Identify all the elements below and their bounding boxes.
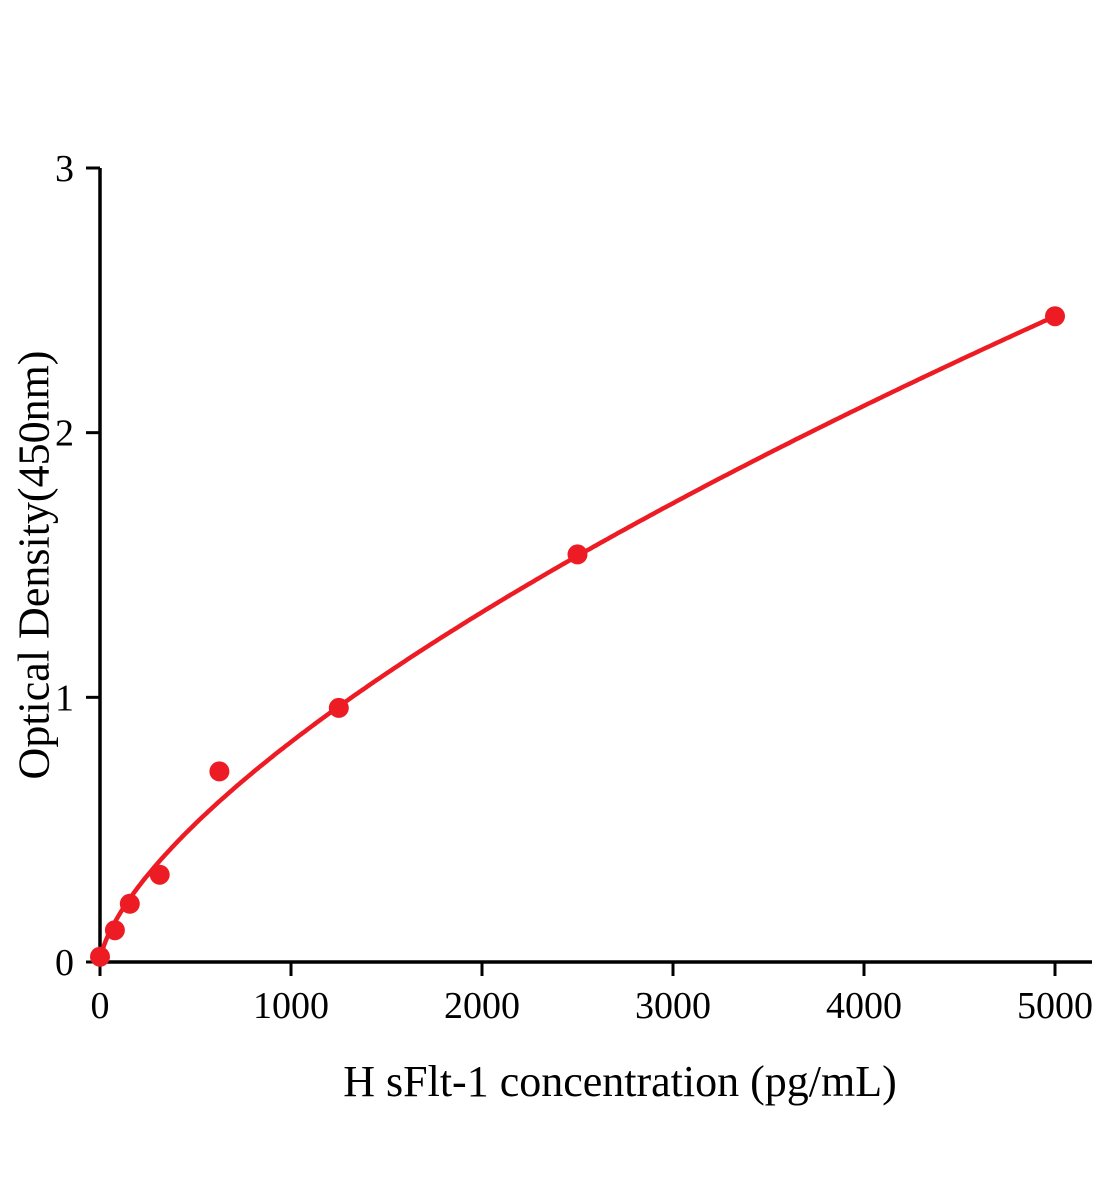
y-tick-label: 1 (55, 677, 74, 719)
data-point (149, 864, 170, 885)
data-point (209, 761, 230, 782)
fit-curve (97, 314, 1058, 965)
data-point (104, 920, 125, 941)
data-point (1045, 306, 1065, 327)
y-axis-title: Optical Density(450nm) (9, 350, 59, 780)
x-tick-label: 3000 (635, 985, 711, 1027)
data-point (328, 697, 349, 718)
x-axis-title: H sFlt-1 concentration (pg/mL) (343, 1057, 897, 1106)
data-point (567, 544, 588, 565)
x-tick-label: 5000 (1017, 985, 1093, 1027)
x-tick-label: 2000 (444, 985, 520, 1027)
y-tick-label: 2 (55, 413, 74, 455)
x-tick-label: 4000 (826, 985, 902, 1027)
y-tick-label: 3 (55, 148, 74, 190)
data-point (119, 893, 140, 914)
data-point (90, 946, 110, 967)
x-tick-label: 0 (91, 985, 110, 1027)
x-tick-label: 1000 (253, 985, 329, 1027)
y-tick-label: 0 (55, 942, 74, 984)
